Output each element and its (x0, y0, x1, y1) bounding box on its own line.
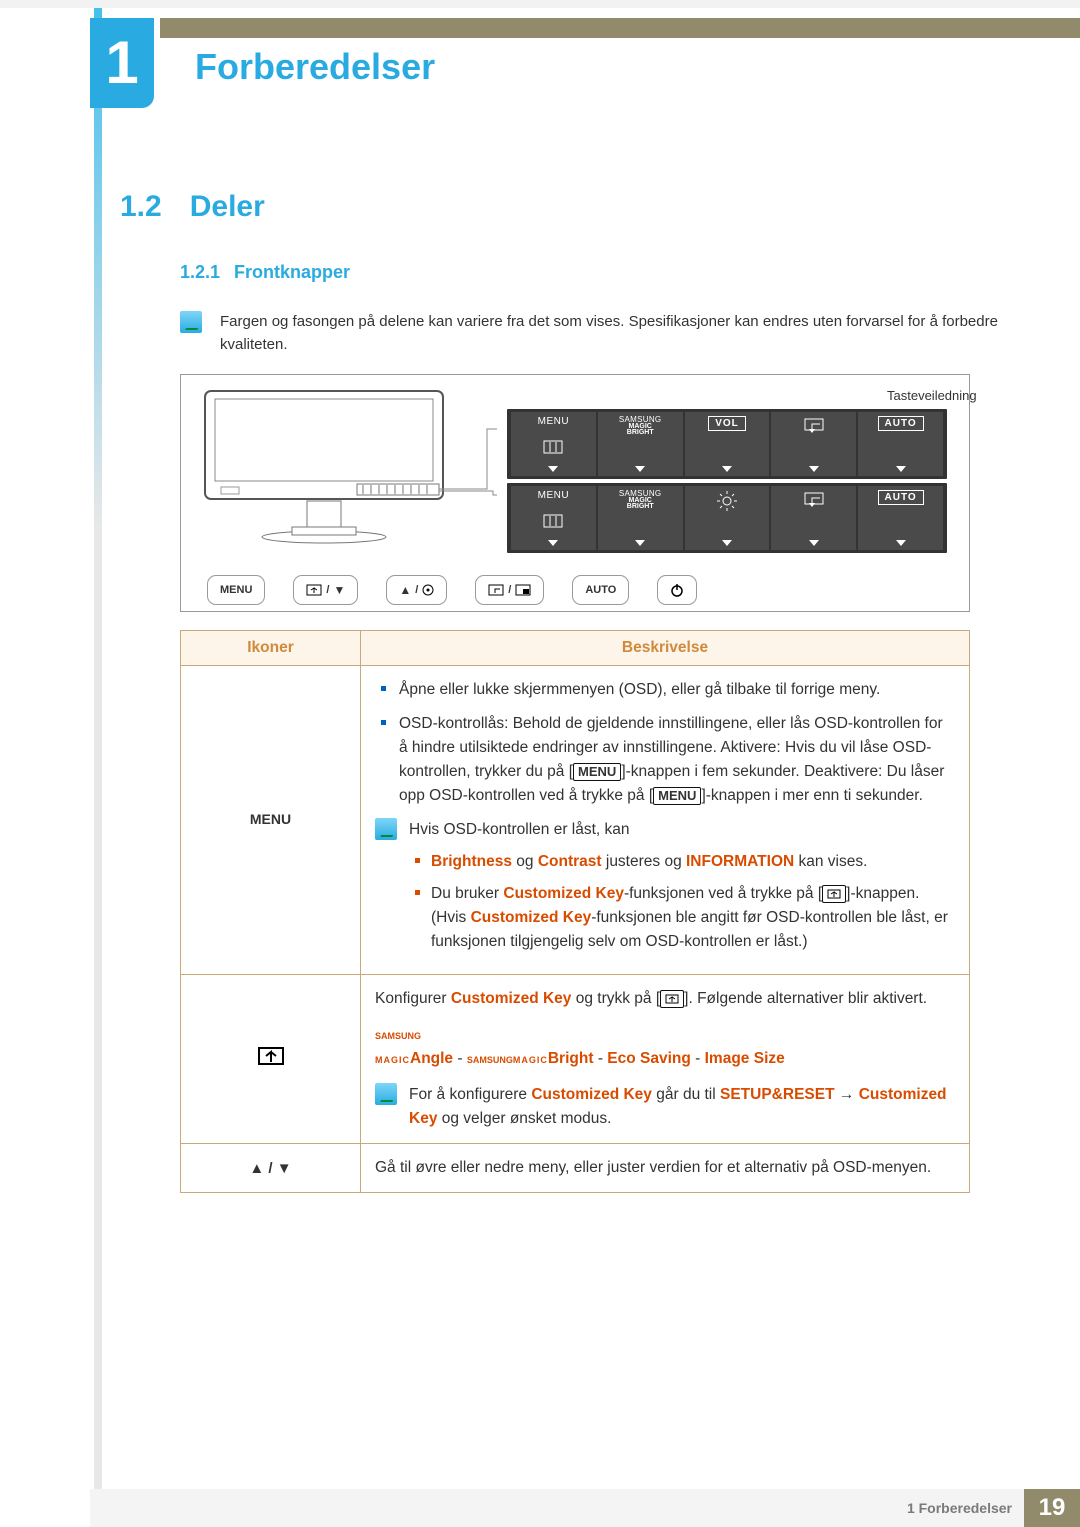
note-icon (375, 818, 397, 840)
hw-source-pip-button: / (475, 575, 544, 605)
osd-r1-menu-label: MENU (538, 416, 569, 427)
subsection-title: Frontknapper (234, 262, 350, 283)
custom-key-icon (665, 994, 679, 1004)
hw-custom-down-button: /▼ (293, 575, 358, 605)
footer-page-number: 19 (1024, 1489, 1080, 1527)
row-menu-desc: Åpne eller lukke skjermmenyen (OSD), ell… (361, 666, 970, 975)
th-icons: Ikoner (181, 631, 361, 666)
osd-touch-row-2: MENU SAMSUNGMAGICBRIGHT AUTO (507, 483, 947, 553)
row-menu-icon: MENU (181, 666, 361, 975)
row-updown-icon: ▲ / ▼ (181, 1144, 361, 1193)
menu-locked-note: Hvis OSD-kontrollen er låst, kan (409, 818, 955, 842)
front-button-diagram: Tasteveiledning MENU SAMSUNGMAGICBRIGHT … (180, 374, 970, 612)
power-icon (670, 583, 684, 597)
source-icon (488, 584, 504, 596)
brightness-icon (716, 490, 738, 512)
note-icon (180, 311, 202, 333)
row-custom-desc: Konfigurer Customized Key og trykk på []… (361, 975, 970, 1144)
subsection-number: 1.2.1 (180, 262, 220, 283)
footer-chapter-label: 1 Forberedelser (895, 1489, 1024, 1527)
page-footer: 1 Forberedelser 19 (90, 1489, 1080, 1527)
button-description-table: Ikoner Beskrivelse MENU Åpne eller lukke… (180, 630, 970, 1193)
section-number: 1.2 (120, 190, 162, 224)
pip-icon (515, 584, 531, 596)
osd-guide-title: Tasteveiledning (887, 388, 977, 403)
osd-touch-row-1: MENU SAMSUNGMAGICBRIGHT VOL AUTO (507, 409, 947, 479)
hw-auto-button: AUTO (572, 575, 629, 605)
intro-note: Fargen og fasongen på delene kan variere… (220, 311, 1020, 356)
osd-r1-magicbright-label: SAMSUNGMAGICBRIGHT (619, 416, 662, 437)
custom-key-icon (827, 889, 841, 899)
menu-bullet-1: Åpne eller lukke skjermmenyen (OSD), ell… (375, 678, 955, 702)
section-title: Deler (190, 190, 265, 224)
chapter-number: 1 (105, 33, 138, 93)
top-margin-bar (0, 0, 1080, 8)
menu-subbullet-1: Brightness og Contrast justeres og INFOR… (409, 850, 955, 874)
side-gradient-bar (94, 8, 102, 1498)
hw-menu-button: MENU (207, 575, 265, 605)
hw-up-enter-button: ▲/ (386, 575, 447, 605)
chapter-title: Forberedelser (195, 46, 435, 88)
header-divider (160, 18, 1080, 38)
custom-note: For å konfigurere Customized Key går du … (409, 1083, 955, 1131)
note-icon (375, 1083, 397, 1105)
row-custom-icon (181, 975, 361, 1144)
osd-r2-menu-label: MENU (538, 490, 569, 501)
row-updown-desc: Gå til øvre eller nedre meny, eller just… (361, 1144, 970, 1193)
osd-r1-auto-label: AUTO (878, 416, 924, 431)
source-return-icon (802, 490, 826, 508)
source-return-icon (802, 416, 826, 434)
th-description: Beskrivelse (361, 631, 970, 666)
menu-bars-icon (542, 440, 564, 454)
hw-power-button (657, 575, 697, 605)
custom-key-icon (306, 584, 322, 596)
monitor-drawing (197, 385, 497, 555)
chapter-badge: 1 (90, 18, 154, 108)
custom-key-icon (257, 1046, 285, 1066)
menu-bullet-2: OSD-kontrollås: Behold de gjeldende inns… (375, 712, 955, 808)
menu-subbullet-2: Du bruker Customized Key-funksjonen ved … (409, 882, 955, 954)
osd-r2-auto-label: AUTO (878, 490, 924, 505)
osd-r1-vol-label: VOL (708, 416, 746, 431)
enter-icon (422, 584, 434, 596)
menu-bars-icon (542, 514, 564, 528)
osd-r2-magicbright-label: SAMSUNGMAGICBRIGHT (619, 490, 662, 511)
